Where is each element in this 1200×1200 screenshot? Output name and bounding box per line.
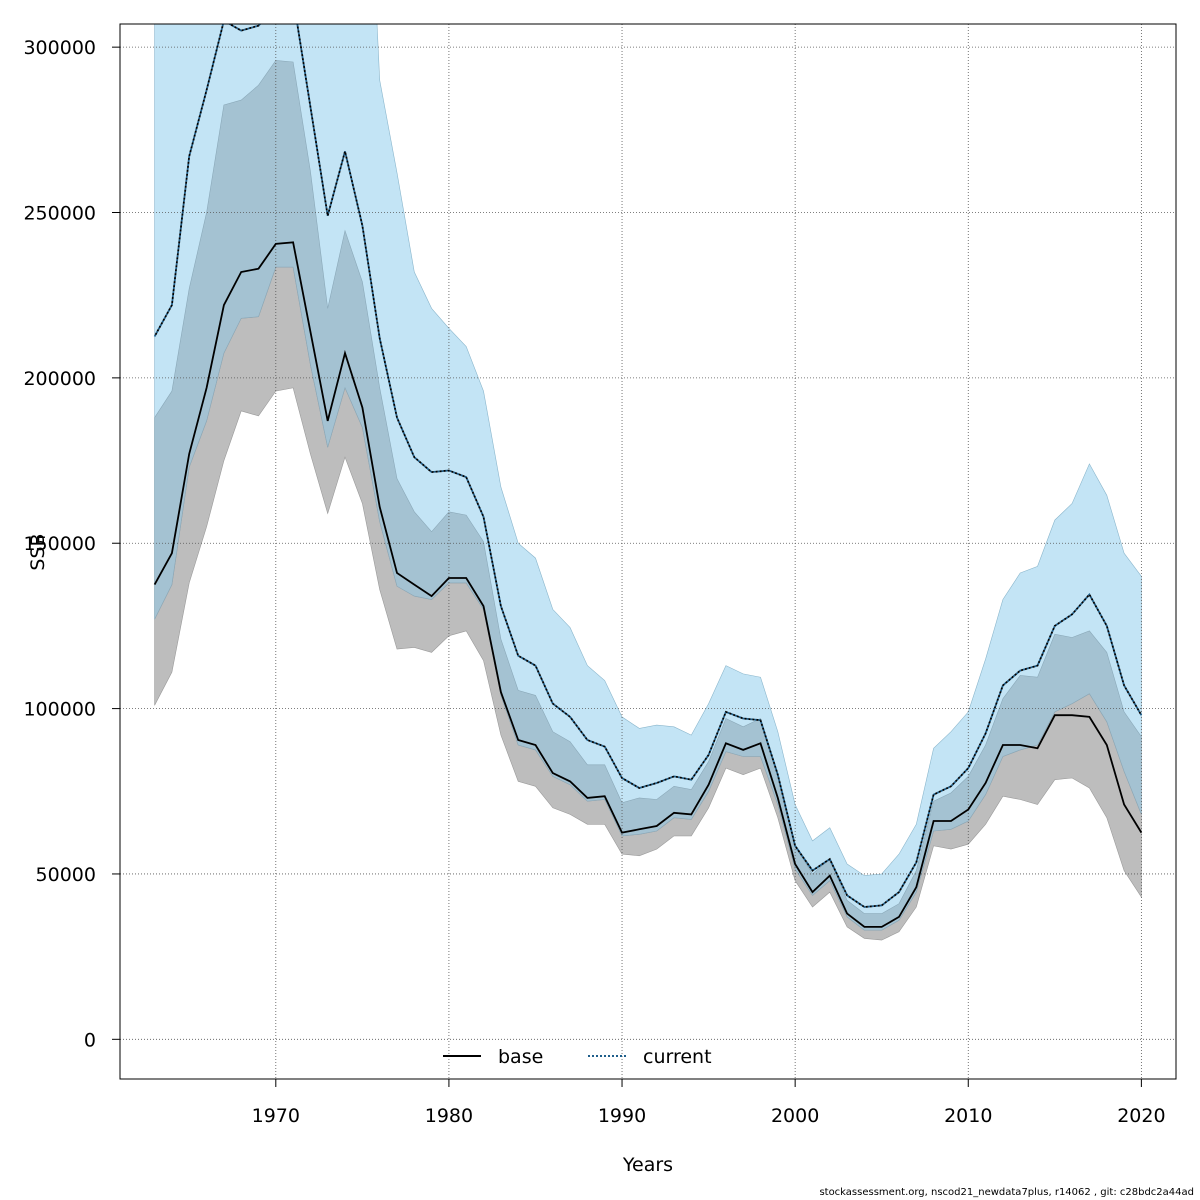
y-tick-label-300000: 300000 xyxy=(23,37,96,59)
legend-label-current: current xyxy=(643,1046,712,1068)
legend: base current xyxy=(443,1046,712,1068)
y-tick-label-100000: 100000 xyxy=(23,699,96,721)
y-tick-label-250000: 250000 xyxy=(23,203,96,225)
x-axis: 1970 1980 1990 2000 2010 2020 xyxy=(252,1079,1166,1127)
footer-credit: stockassessment.org, nscod21_newdata7plu… xyxy=(819,1187,1194,1198)
x-tick-label-2020: 2020 xyxy=(1117,1105,1165,1127)
x-tick-label-2000: 2000 xyxy=(771,1105,819,1127)
series-line-current xyxy=(153,24,1143,908)
series-line-current-accent xyxy=(153,24,1143,908)
x-tick-label-2010: 2010 xyxy=(944,1105,992,1127)
series-line-base xyxy=(153,241,1143,928)
x-axis-title: Years xyxy=(622,1154,673,1176)
y-axis: 0 50000 100000 150000 200000 250000 300000 xyxy=(23,37,120,1051)
y-tick-label-200000: 200000 xyxy=(23,368,96,390)
y-tick-label-150000: 150000 xyxy=(23,533,96,555)
series-lines xyxy=(153,24,1143,928)
plot-frame xyxy=(119,23,1177,1080)
confidence-bands xyxy=(154,24,1142,941)
legend-label-base: base xyxy=(498,1046,543,1068)
base-confidence-band xyxy=(154,266,1142,941)
y-tick-label-0: 0 xyxy=(84,1029,96,1051)
x-tick-label-1980: 1980 xyxy=(425,1105,473,1127)
grid-lines xyxy=(120,24,1176,1079)
x-tick-label-1990: 1990 xyxy=(598,1105,646,1127)
y-axis-title: SSB xyxy=(27,533,49,570)
y-tick-label-50000: 50000 xyxy=(36,864,96,886)
overlap-confidence-band xyxy=(154,60,1142,931)
x-tick-label-1970: 1970 xyxy=(252,1105,300,1127)
